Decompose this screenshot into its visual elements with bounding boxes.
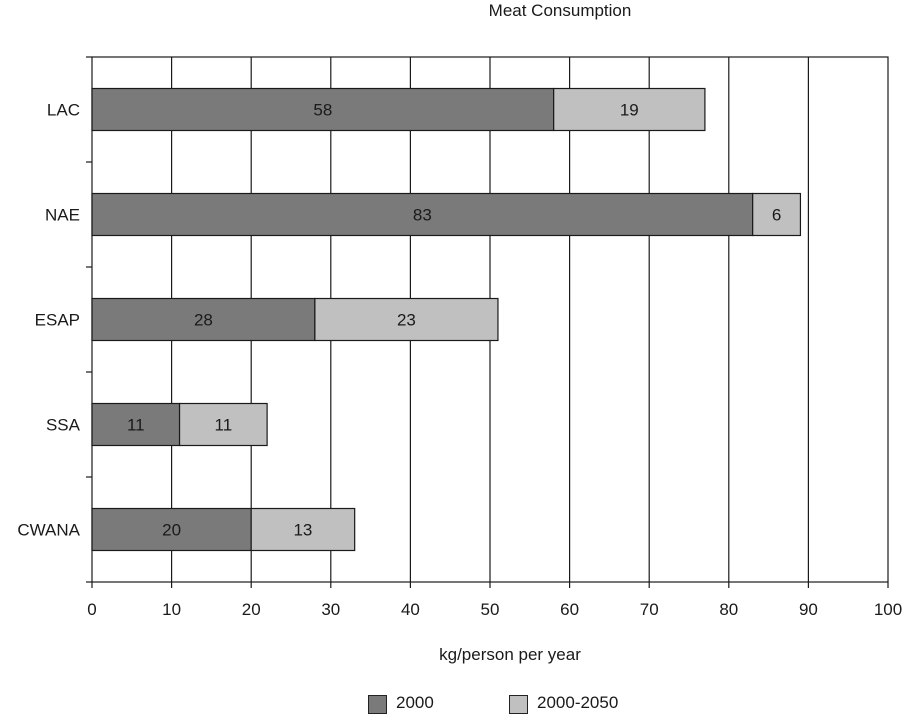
- legend-label-2000-2050: 2000-2050: [537, 693, 619, 712]
- data-label-lac-2000: 58: [313, 101, 332, 120]
- y-tick-label-nae: NAE: [45, 206, 80, 225]
- y-tick-label-cwana: CWANA: [17, 521, 80, 540]
- data-label-nae-2000: 83: [413, 206, 432, 225]
- data-label-cwana-2000: 20: [162, 521, 181, 540]
- y-tick-label-esap: ESAP: [35, 311, 80, 330]
- data-label-ssa-2000-2050: 11: [215, 416, 233, 435]
- data-label-nae-2000-2050: 6: [772, 206, 781, 225]
- bar-esap-2000-2050: [314, 297, 499, 342]
- bar-cwana-2000-2050: [250, 507, 356, 552]
- x-tick-label-20: 20: [242, 600, 261, 619]
- bar-nae-2000-2050: [752, 192, 802, 237]
- legend-swatch-2000: [368, 695, 387, 714]
- x-tick-label-60: 60: [560, 600, 579, 619]
- x-tick-label-0: 0: [87, 600, 96, 619]
- legend-swatch-2000-2050: [509, 695, 528, 714]
- y-tick-label-ssa: SSA: [46, 416, 81, 435]
- x-tick-label-80: 80: [719, 600, 738, 619]
- x-tick-label-90: 90: [799, 600, 818, 619]
- data-label-esap-2000: 28: [194, 311, 213, 330]
- data-label-ssa-2000: 11: [127, 416, 145, 435]
- chart-title: Meat Consumption: [488, 1, 632, 20]
- x-tick-label-10: 10: [162, 600, 181, 619]
- bar-ssa-2000-2050: [178, 402, 268, 447]
- x-axis-label: kg/person per year: [439, 645, 581, 664]
- bar-lac-2000: [91, 87, 555, 132]
- bar-cwana-2000: [91, 507, 252, 552]
- x-tick-label-40: 40: [401, 600, 420, 619]
- x-tick-label-100: 100: [874, 600, 902, 619]
- bar-esap-2000: [91, 297, 316, 342]
- data-label-cwana-2000-2050: 13: [293, 521, 312, 540]
- bar-ssa-2000: [91, 402, 181, 447]
- bar-lac-2000-2050: [553, 87, 706, 132]
- x-tick-label-50: 50: [481, 600, 500, 619]
- data-label-lac-2000-2050: 19: [620, 101, 639, 120]
- x-tick-label-70: 70: [640, 600, 659, 619]
- data-label-esap-2000-2050: 23: [397, 311, 416, 330]
- bar-nae-2000: [91, 192, 754, 237]
- x-tick-label-30: 30: [321, 600, 340, 619]
- y-tick-label-lac: LAC: [47, 101, 80, 120]
- legend-label-2000: 2000: [396, 693, 434, 712]
